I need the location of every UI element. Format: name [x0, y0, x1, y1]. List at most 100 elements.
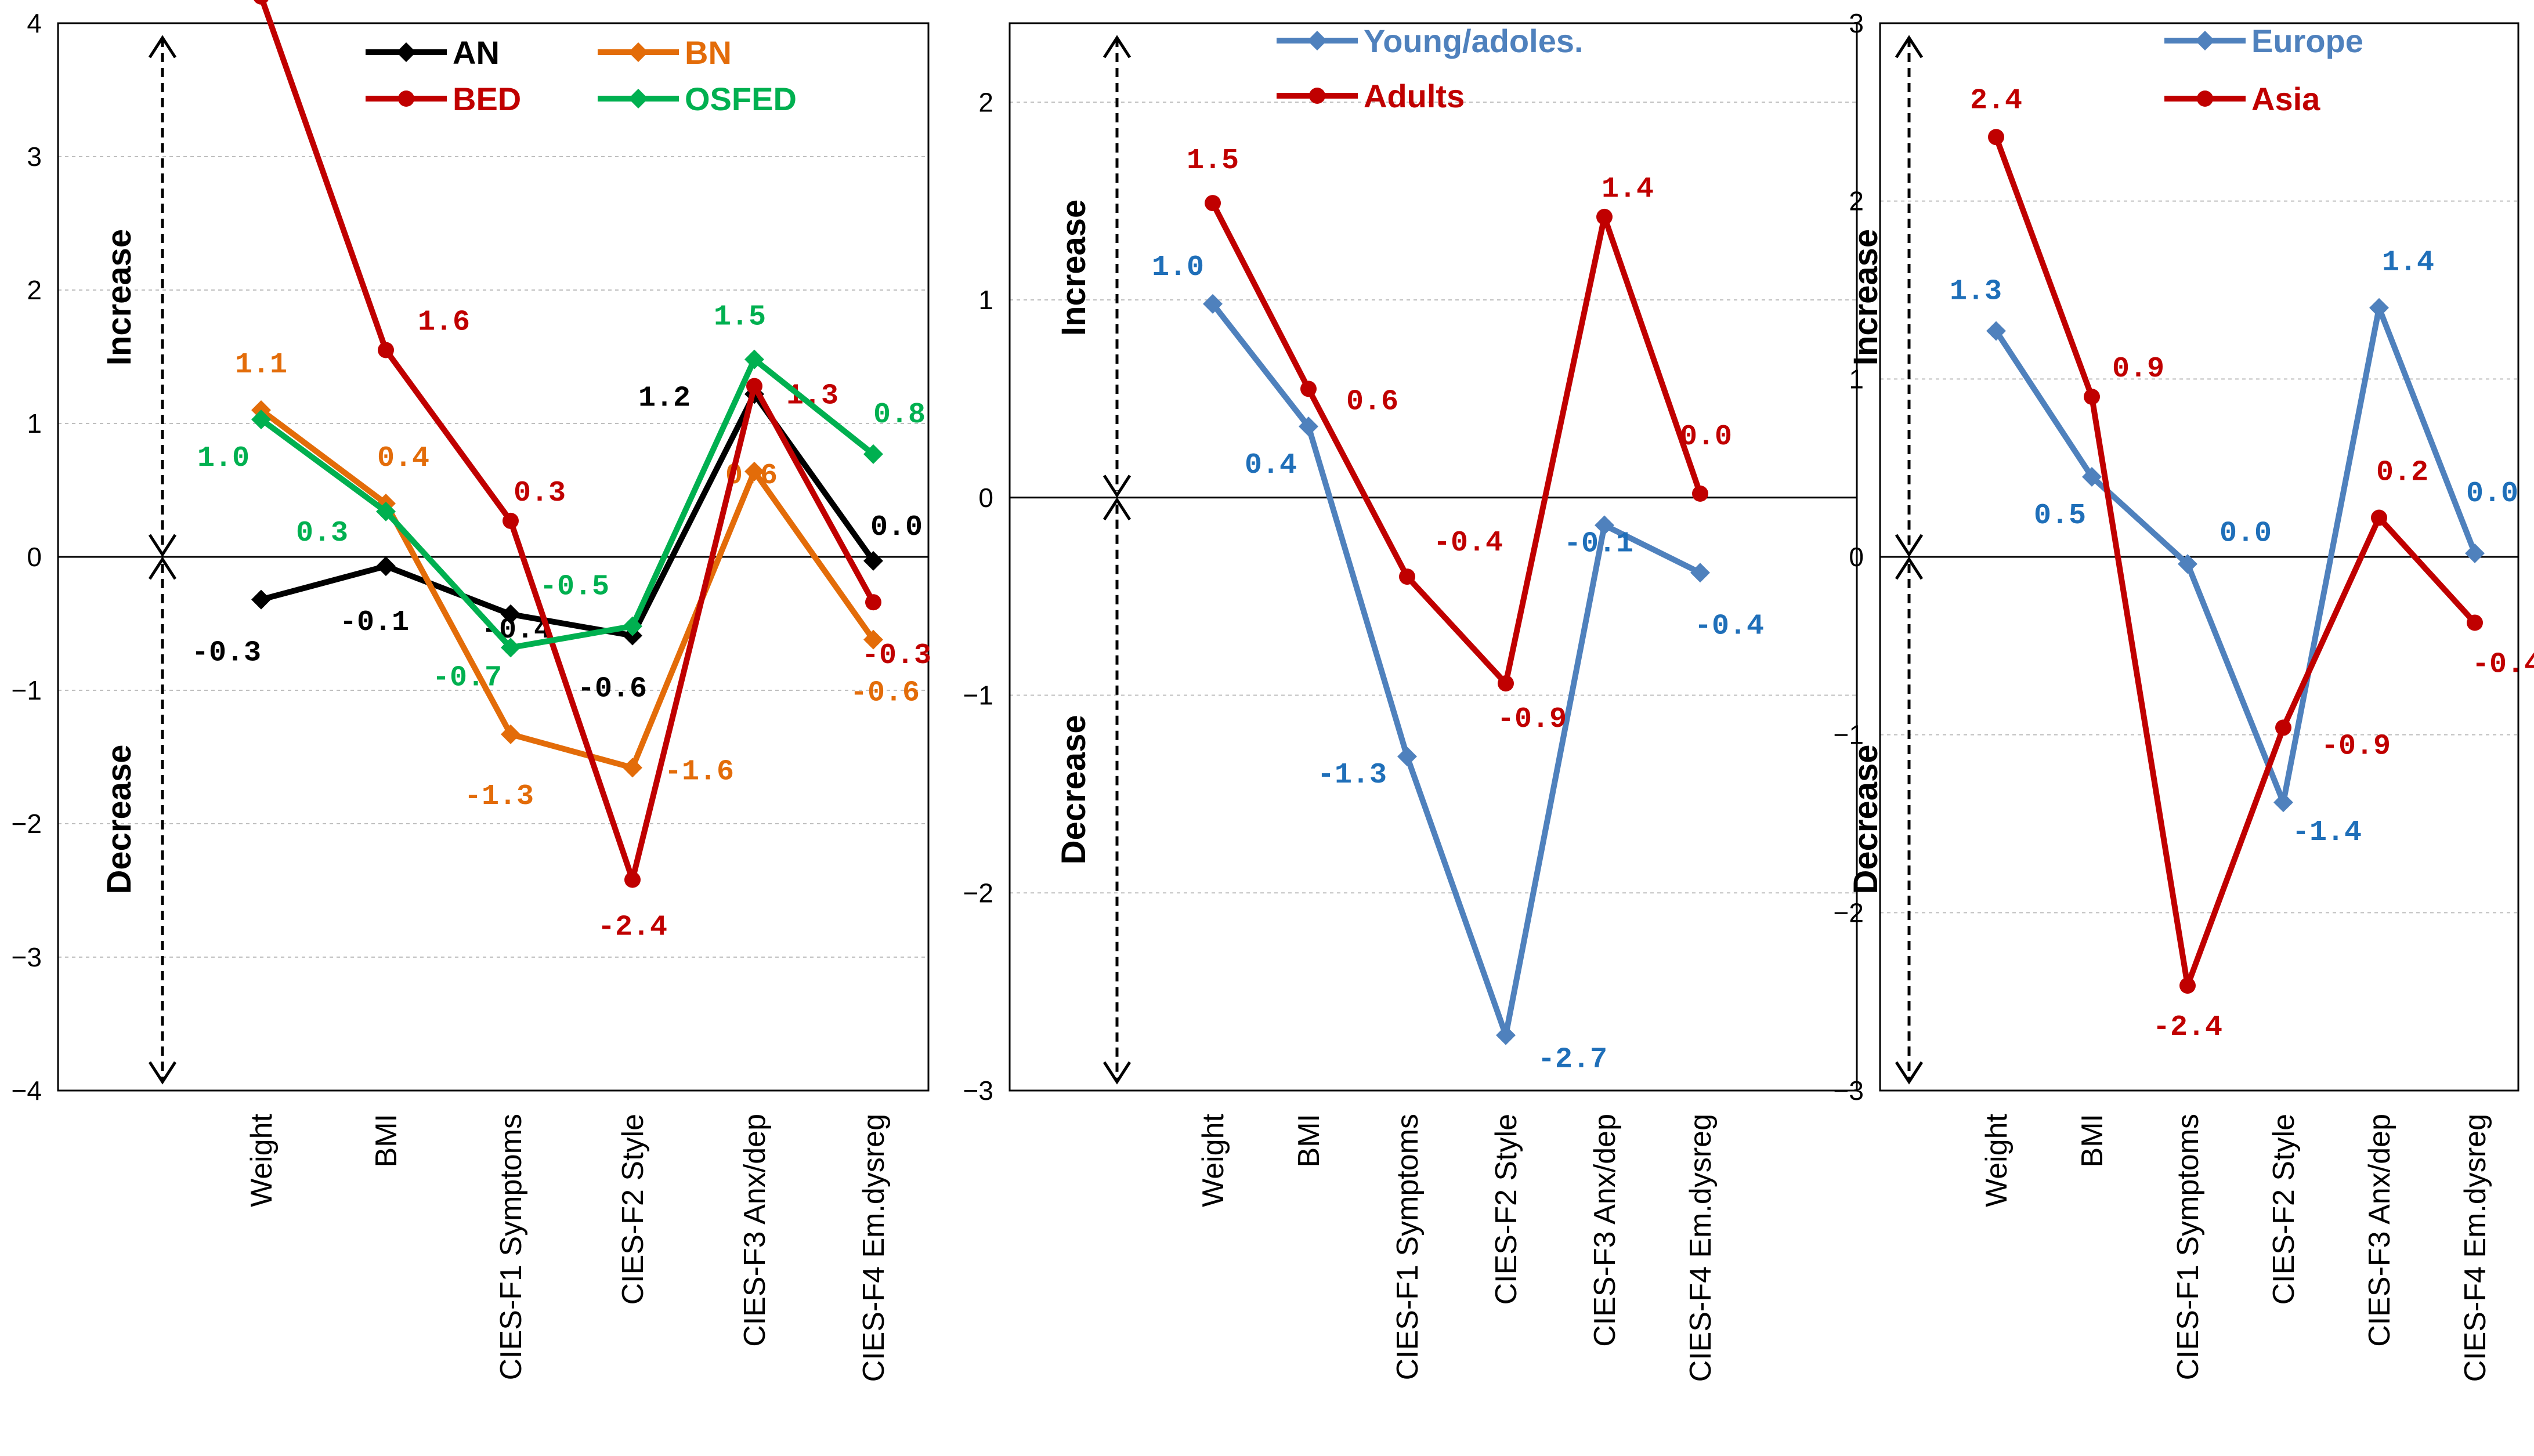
series-line-BED	[259, 0, 876, 883]
legend-entry-Young/adoles.: Young/adoles.	[1277, 23, 1584, 59]
data-point	[865, 594, 881, 611]
data-label: -2.4	[2153, 1011, 2222, 1044]
data-point	[2084, 389, 2100, 405]
x-category-label: CIES-F2 Style	[2267, 1114, 2301, 1305]
data-point	[1300, 381, 1317, 397]
data-point	[1988, 129, 2004, 146]
chart-panel-2: 2 1 0 −1 −2 −3 Increase Decrease Weight BMI CIES-F…	[963, 22, 1858, 1382]
data-point	[1496, 1025, 1516, 1045]
y-tick-label: 2	[978, 87, 993, 117]
data-label: 0.0	[2466, 477, 2518, 510]
data-point	[623, 616, 642, 636]
data-label: -0.9	[2321, 730, 2391, 763]
increase-label: Increase	[1847, 229, 1885, 365]
data-label: -1.3	[464, 780, 534, 813]
data-label: -0.6	[577, 673, 647, 706]
series-line-Asia	[1993, 136, 2477, 989]
data-label: -0.9	[1497, 703, 1567, 736]
data-label: 0.6	[1346, 385, 1398, 418]
data-point	[1205, 195, 1221, 212]
data-label: 0.3	[514, 477, 566, 510]
data-label: 0.8	[873, 399, 926, 432]
legend-entry-AN: AN	[366, 34, 500, 71]
x-category-label: Weight	[1196, 1113, 1230, 1207]
data-label: 1.6	[418, 306, 470, 339]
data-label: 0.9	[2112, 353, 2164, 386]
x-category-label: CIES-F2 Style	[616, 1114, 650, 1305]
plot-area	[1008, 22, 1858, 1092]
data-point	[251, 589, 271, 610]
data-label: 1.4	[2382, 247, 2434, 280]
x-category-label: CIES-F3 Anx/dep	[1588, 1114, 1622, 1347]
series-line-Adults	[1210, 201, 1703, 687]
data-label: 1.0	[197, 442, 250, 475]
chart-panel-3: 3 2 1 0 −1 −2 −3 Increase Decrease Weight BMI CIES-…	[1834, 8, 2534, 1382]
data-label: -0.7	[432, 661, 502, 694]
data-point	[2371, 509, 2387, 526]
data-point	[1692, 485, 1708, 502]
x-category-label: CIES-F4 Em.dysreg	[857, 1114, 891, 1382]
data-label: 0.0	[870, 511, 923, 544]
legend-label: BN	[685, 34, 732, 71]
data-point	[863, 444, 883, 464]
data-label: 1.0	[1152, 251, 1204, 284]
data-label: -1.4	[2292, 816, 2362, 849]
decrease-label: Decrease	[100, 745, 138, 894]
decrease-label: Decrease	[1055, 715, 1093, 864]
data-point	[251, 410, 271, 430]
series-line-OSFED	[259, 356, 876, 651]
direction-arrows: Increase Decrease	[100, 35, 177, 1085]
data-label: -0.6	[850, 677, 920, 710]
x-category-label: Weight	[245, 1113, 279, 1207]
data-point	[744, 461, 764, 481]
data-point	[623, 758, 642, 778]
data-point	[2467, 614, 2483, 631]
data-point	[1596, 208, 1613, 225]
direction-arrows: Increase Decrease	[1055, 35, 1132, 1085]
y-tick-label: −3	[12, 942, 42, 972]
x-category-label: Weight	[1980, 1113, 2014, 1207]
data-label: 1.2	[638, 382, 691, 415]
data-label: -1.6	[664, 755, 734, 788]
x-category-label: CIES-F4 Em.dysreg	[1684, 1114, 1718, 1382]
y-tick-label: −1	[963, 680, 993, 711]
data-point	[378, 342, 394, 358]
legend-entry-BN: BN	[598, 34, 732, 71]
data-label: 1.5	[714, 301, 766, 334]
data-point	[501, 724, 520, 744]
y-tick-label: −2	[12, 809, 42, 839]
data-label: 0.0	[2219, 517, 2272, 550]
plot-area	[1879, 22, 2519, 1092]
data-label: 0.4	[377, 442, 429, 475]
series-line-BN	[259, 407, 876, 771]
legend-label: AN	[453, 34, 500, 71]
data-point	[376, 556, 396, 577]
data-label: -2.4	[598, 911, 667, 944]
increase-label: Increase	[100, 229, 138, 365]
legend-entry-BED: BED	[366, 81, 521, 117]
data-label: 0.3	[296, 517, 348, 550]
y-tick-label: −2	[1834, 897, 1864, 928]
data-label: 2.4	[1970, 84, 2022, 117]
y-tick-label: −1	[12, 675, 42, 705]
data-point	[1397, 747, 1417, 767]
data-point	[376, 501, 396, 521]
y-tick-label: 1	[1849, 364, 1864, 394]
x-category-label: CIES-F3 Anx/dep	[738, 1114, 772, 1347]
legend-label: Asia	[2251, 81, 2320, 117]
x-category-label: CIES-F3 Anx/dep	[2363, 1114, 2396, 1347]
legend-entry-Europe: Europe	[2164, 23, 2363, 59]
data-label: -0.3	[191, 637, 261, 670]
y-tick-label: 4	[27, 8, 42, 38]
data-label: -2.7	[1538, 1044, 1607, 1077]
y-tick-label: 1	[27, 408, 42, 439]
data-label: -0.4	[1433, 527, 1503, 560]
plot-area	[57, 22, 930, 1092]
data-label: -0.4	[1694, 610, 1764, 643]
x-category-label: BMI	[2076, 1114, 2109, 1167]
x-category-label: CIES-F1 Symptoms	[494, 1114, 528, 1380]
legend-entry-Asia: Asia	[2164, 81, 2320, 117]
data-point	[863, 550, 883, 571]
data-point	[501, 604, 520, 624]
